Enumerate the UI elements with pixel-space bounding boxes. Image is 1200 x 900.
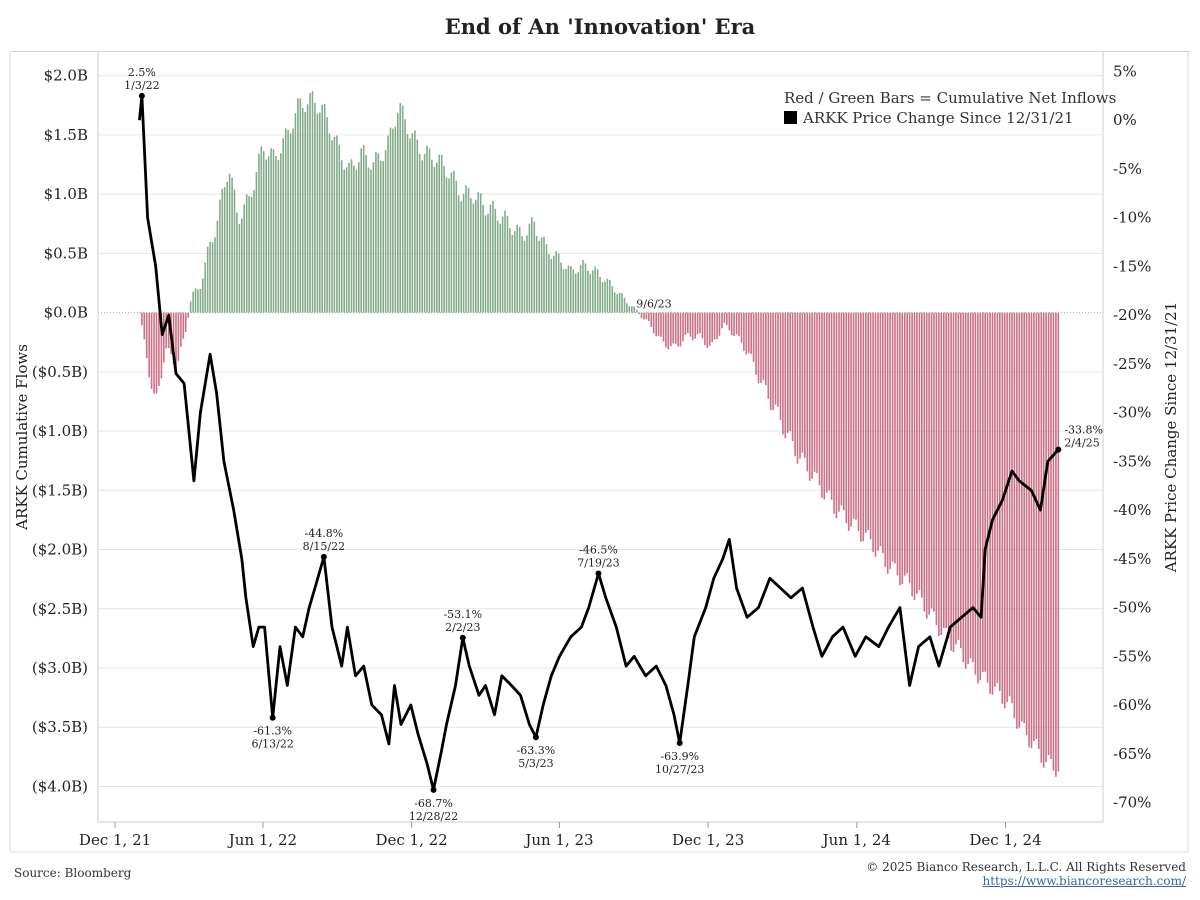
axes: $2.0B $1.5B $1.0B $0.5B $0.0B ($0.5B) ($1.0B) (… [9,52,1189,853]
x-tick-label: Jun 1, 24 [821,831,891,849]
legend: Red / Green Bars = Cumulative Net Inflow… [784,88,1116,128]
annotation-date: 5/3/23 [518,757,553,770]
annotation-value: -63.3% [517,744,556,757]
price-line-group [138,94,1060,792]
annotation-marker [595,570,602,577]
annotation-marker [676,740,683,747]
annotation-value: -63.9% [660,750,699,763]
x-tick-label: Dec 1, 21 [79,831,151,849]
y-right-tick-label: -55% [1113,647,1151,665]
annotation-value: -68.7% [414,797,453,810]
bar-annotation: 9/6/23 [636,298,671,311]
annotation-value: -61.3% [253,725,292,738]
annotation-marker [532,734,539,741]
x-tick-label: Dec 1, 23 [672,831,744,849]
annotation-value: -46.5% [579,543,618,556]
y-right-tick-label: -45% [1113,550,1151,568]
x-tick-label: Jun 1, 22 [227,831,297,849]
annotation-value: -44.8% [305,527,344,540]
y-right-tick-label: 5% [1113,62,1137,80]
legend-bars-text: Red / Green Bars = Cumulative Net Inflow… [784,89,1117,107]
y-right-tick-label: -50% [1113,599,1151,617]
price-line [138,94,1060,792]
y-right-tick-label: -30% [1113,404,1151,422]
y-left-tick-label: ($1.0B) [32,422,88,440]
y-right-tick-label: -20% [1113,306,1151,324]
y-right-tick-label: -35% [1113,452,1151,470]
y-right-axis-title: ARKK Price Change Since 12/31/21 [1162,302,1180,574]
source-note: Source: Bloomberg [14,866,132,880]
copyright-block: © 2025 Bianco Research, L.L.C. All Right… [866,860,1186,888]
x-tick-label: Dec 1, 24 [969,831,1041,849]
y-left-tick-label: $2.0B [44,67,88,85]
y-right-tick-label: -10% [1113,209,1151,227]
annotation-marker [320,553,327,560]
annotation-value: -53.1% [443,608,482,621]
annotation-marker [430,786,437,793]
y-left-tick-label: ($1.5B) [32,481,88,499]
y-left-tick-label: ($3.5B) [32,718,88,736]
annotation-value: -33.8% [1064,424,1103,437]
y-left-tick-label: $1.0B [44,185,88,203]
y-left-tick-label: $0.5B [44,244,88,262]
y-right-tick-label: -15% [1113,257,1151,275]
annotation-value: 2.5% [128,66,156,79]
legend-line-swatch [784,111,797,124]
grid-lines [98,75,1103,787]
y-right-tick-label: -60% [1113,696,1151,714]
y-left-tick-label: ($3.0B) [32,659,88,677]
y-right-tick-label: -5% [1113,160,1142,178]
annotation-date: 6/13/22 [251,738,293,751]
y-left-tick-label: $1.5B [44,126,88,144]
y-right-tick-label: -25% [1113,355,1151,373]
annotation-date: 12/28/22 [409,810,458,823]
annotation-date: 8/15/22 [303,540,345,553]
annotation-marker [459,634,466,641]
x-tick-label: Dec 1, 22 [375,831,447,849]
title-divider [10,51,1190,52]
y-right-tick-label: -70% [1113,794,1151,812]
copyright-text: © 2025 Bianco Research, L.L.C. All Right… [866,860,1186,874]
annotations: 2.5%1/3/22 -61.3%6/13/22 -44.8%8/15/22 -68.… [124,66,1103,823]
flow-bars [138,91,1060,777]
annotation-date: 7/19/23 [577,556,619,569]
y-right-tick-label: 0% [1113,111,1137,129]
y-left-tick-label: ($4.0B) [32,777,88,795]
y-right-tick-label: -40% [1113,501,1151,519]
annotation-date: 10/27/23 [655,763,704,776]
y-left-tick-label: ($2.5B) [32,600,88,618]
x-tick-label: Jun 1, 23 [523,831,593,849]
annotation-marker [138,92,145,99]
legend-line-item: ARKK Price Change Since 12/31/21 [784,108,1116,128]
y-left-tick-label: ($0.5B) [32,363,88,381]
website-link[interactable]: https://www.biancoresearch.com/ [982,874,1186,888]
y-right-tick-label: -65% [1113,745,1151,763]
annotation-date: 2/4/25 [1064,437,1099,450]
annotation-date: 2/2/23 [445,621,480,634]
annotation-date: 1/3/22 [124,79,159,92]
annotation-marker [269,714,276,721]
legend-line-text: ARKK Price Change Since 12/31/21 [803,109,1074,127]
y-left-tick-label: ($2.0B) [32,541,88,559]
y-left-tick-label: $0.0B [44,304,88,322]
chart-title: End of An 'Innovation' Era [444,14,756,39]
y-left-axis-title: ARKK Cumulative Flows [13,344,31,531]
annotation-marker [1055,446,1062,453]
